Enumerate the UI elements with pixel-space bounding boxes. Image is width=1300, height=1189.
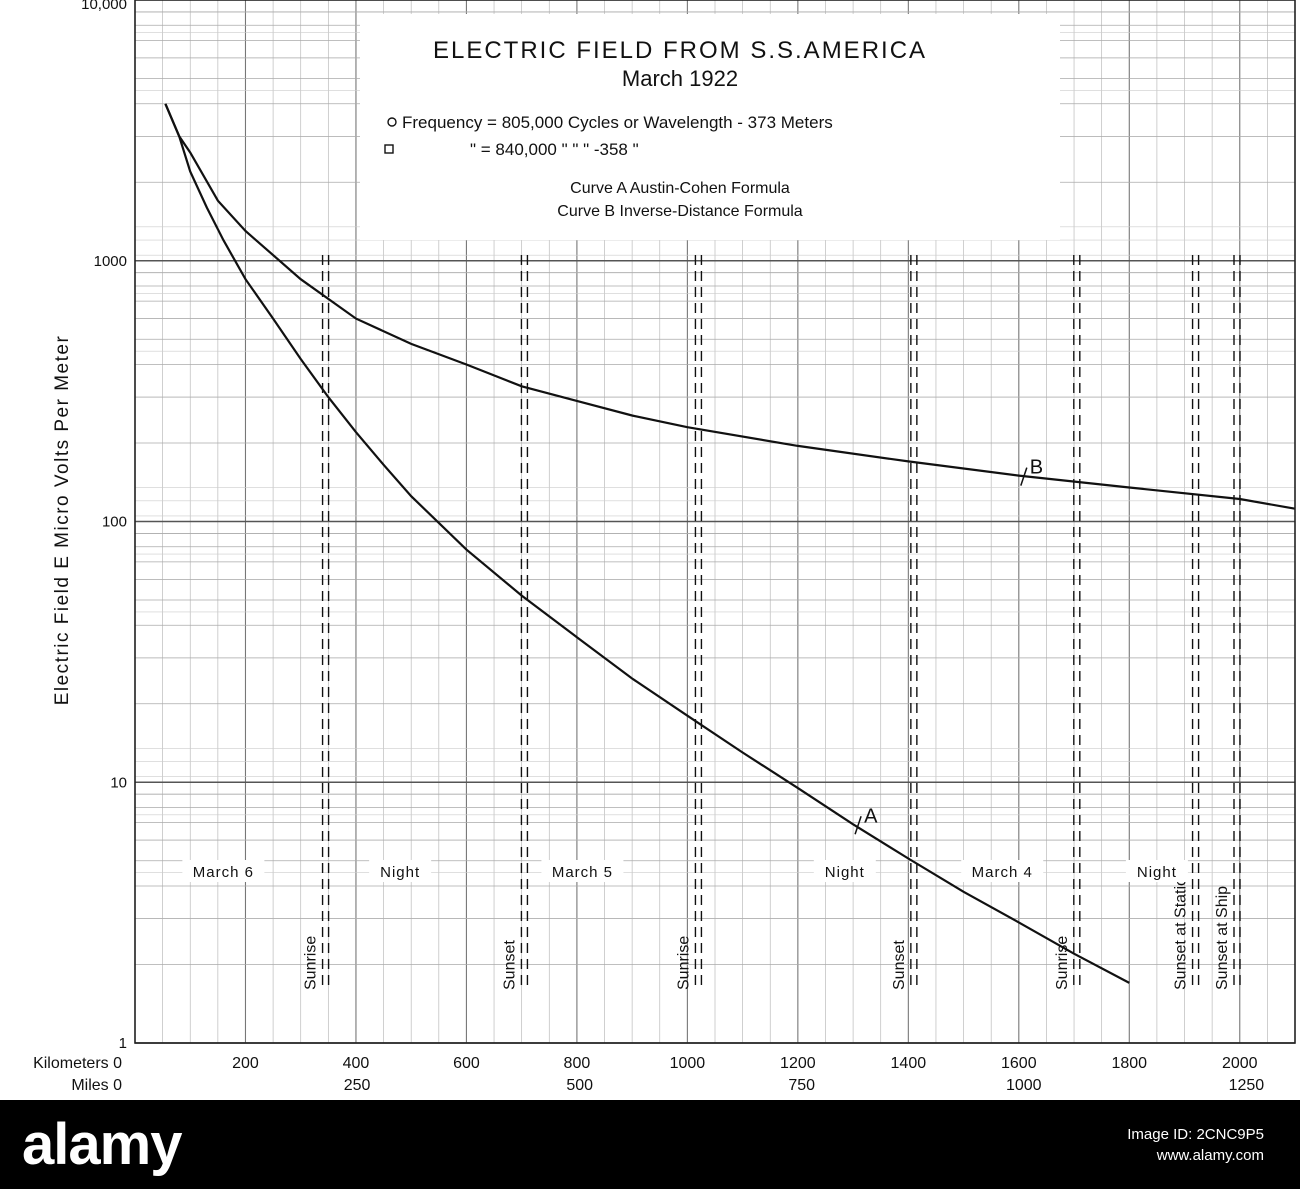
legend-circle-marker [387, 117, 397, 127]
axis-layer: 1 10 100 1000 10,000 Kilometers 0 200 400 600 800… [33, 0, 1296, 1094]
period-label: Night [825, 864, 865, 881]
y-tick-label: 100 [102, 514, 127, 531]
watermark-info: Image ID: 2CNC9P5 www.alamy.com [1127, 1124, 1300, 1166]
title-box [360, 14, 1060, 240]
legend-circle-label: Frequency = 805,000 Cycles or Wavelength… [402, 113, 833, 132]
y-axis-label: Electric Field E Micro Volts Per Meter [52, 335, 73, 706]
chart-subtitle: March 1922 [622, 66, 738, 91]
watermark-brand: alamy [22, 1112, 182, 1177]
y-tick-label: 10 [110, 774, 127, 791]
y-tick-label: 1 [119, 1035, 127, 1052]
period-label-bg [182, 860, 265, 882]
x-tick-label: 800 [564, 1055, 591, 1072]
x-tick-label: 750 [788, 1077, 815, 1094]
x-tick-label: 400 [343, 1055, 370, 1072]
series-a-line [164, 103, 1130, 984]
period-label-bg [541, 860, 624, 882]
x-axis-row-label: Miles 0 [71, 1077, 122, 1094]
period-label: March 4 [972, 864, 1033, 881]
x-tick-label: 1000 [670, 1055, 706, 1072]
legend-square-label: " = 840,000 " " " -358 " [470, 140, 639, 159]
series-label: A [864, 805, 878, 827]
event-label: Sunset [501, 940, 518, 990]
x-tick-label: 1200 [780, 1055, 816, 1072]
period-label: Night [1137, 864, 1177, 881]
event-label: Sunset [891, 940, 908, 990]
watermark-site: www.alamy.com [1156, 1146, 1264, 1164]
period-label: Night [380, 864, 420, 881]
x-tick-label: 200 [232, 1055, 259, 1072]
event-label: Sunset at Station [1173, 868, 1190, 990]
period-label: March 5 [552, 864, 613, 881]
x-tick-label: 1000 [1006, 1077, 1042, 1094]
x-tick-label: 1600 [1001, 1055, 1037, 1072]
x-tick-label: 1250 [1229, 1077, 1265, 1094]
x-tick-label: 250 [344, 1077, 371, 1094]
x-tick-label: 600 [453, 1055, 480, 1072]
event-label: Sunrise [303, 936, 320, 990]
event-label: Sunset at Ship [1214, 886, 1231, 990]
legend-square-marker [384, 144, 394, 154]
period-label-bg [813, 860, 876, 882]
legend-curve-a: Curve A Austin-Cohen Formula [570, 180, 790, 197]
period-label: March 6 [193, 864, 254, 881]
period-label-bg [1125, 860, 1188, 882]
x-tick-label: 500 [566, 1077, 593, 1094]
series-label-leader [1020, 467, 1028, 486]
x-axis-row-label: Kilometers 0 [33, 1055, 122, 1072]
y-tick-label: 1000 [94, 253, 127, 270]
series-label-leader [854, 816, 862, 835]
period-label-bg [961, 860, 1044, 882]
chart-title: ELECTRIC FIELD FROM S.S.AMERICA [433, 37, 927, 64]
series-label: B [1030, 457, 1043, 479]
x-tick-label: 2000 [1222, 1055, 1258, 1072]
legend-curve-b: Curve B Inverse-Distance Formula [557, 203, 803, 220]
event-layer: Sunrise Sunset Sunrise Sunset Sunrise Sunset … [182, 255, 1241, 990]
plot-frame [134, 0, 1296, 1044]
x-tick-label: 1400 [891, 1055, 927, 1072]
period-label-bg [369, 860, 432, 882]
event-label: Sunrise [1054, 936, 1071, 990]
event-label: Sunrise [675, 936, 692, 990]
x-tick-label: 1800 [1111, 1055, 1147, 1072]
watermark-image-id: Image ID: 2CNC9P5 [1127, 1125, 1264, 1143]
y-tick-label: 10,000 [81, 0, 127, 13]
watermark-bar: alamy Image ID: 2CNC9P5 www.alamy.com [0, 1100, 1300, 1189]
chart-svg: A B Sunrise Sunset Sunrise Sunset Sunrise Suns… [33, 0, 1296, 1094]
